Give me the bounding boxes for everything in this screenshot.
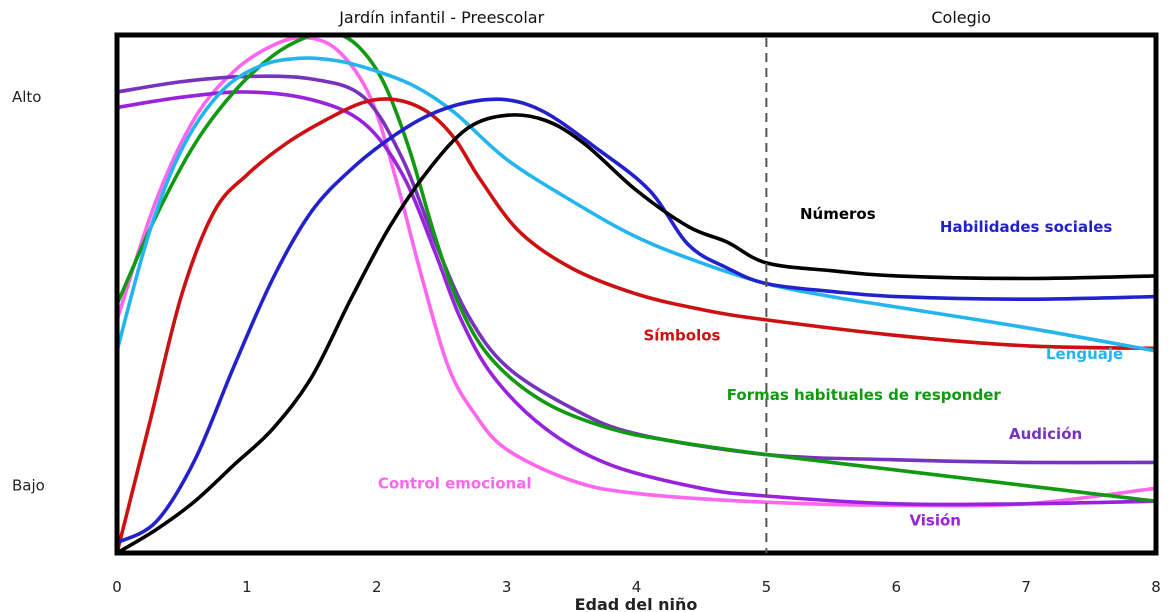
region-label-jardin-infantil-preescolar: Jardín infantil - Preescolar	[338, 8, 544, 27]
y-tick-label-bajo: Bajo	[12, 477, 45, 495]
series-line-control-emocional	[117, 35, 1156, 508]
series-line-habilidades-sociales	[117, 97, 1156, 545]
annotation-control-emocional: Control emocional	[378, 474, 532, 492]
annotation-simbolos: Símbolos	[643, 327, 720, 345]
x-tick-label: 3	[502, 578, 512, 596]
y-axis-ticks: Bajo Alto	[12, 88, 45, 495]
x-tick-label: 1	[242, 578, 252, 596]
annotation-formas-habituales-de-responder: Formas habituales de responder	[727, 386, 1002, 404]
annotation-audicion: Audición	[1009, 425, 1082, 443]
y-tick-label-alto: Alto	[12, 88, 42, 106]
x-tick-label: 6	[891, 578, 901, 596]
x-axis-label: Edad del niño	[575, 595, 698, 612]
plot-frame	[114, 32, 1159, 556]
x-tick-label: 7	[1021, 578, 1031, 596]
x-axis-ticks: 0 1 2 3 4 5 6 7 8	[112, 578, 1161, 596]
series-line-formas-habituales-de-responder	[117, 35, 1156, 503]
series-line-audicion	[117, 74, 1156, 465]
annotation-lenguaje: Lenguaje	[1046, 345, 1123, 363]
x-tick-label: 2	[372, 578, 382, 596]
annotation-numeros: Números	[800, 205, 876, 223]
series-lines	[117, 35, 1156, 553]
series-line-lenguaje	[117, 56, 1156, 353]
series-line-vision	[117, 90, 1156, 507]
annotation-vision: Visión	[909, 512, 961, 530]
x-tick-label: 4	[632, 578, 642, 596]
region-labels: Jardín infantil - Preescolar Colegio	[338, 8, 991, 27]
series-annotations: Números Habilidades sociales Símbolos Lengu…	[378, 205, 1123, 530]
x-tick-label: 5	[762, 578, 772, 596]
x-tick-label: 0	[112, 578, 122, 596]
series-line-numeros	[117, 113, 1156, 553]
x-tick-label: 8	[1151, 578, 1161, 596]
series-line-simbolos	[117, 97, 1156, 553]
annotation-habilidades-sociales: Habilidades sociales	[940, 218, 1112, 236]
region-label-colegio: Colegio	[931, 8, 991, 27]
